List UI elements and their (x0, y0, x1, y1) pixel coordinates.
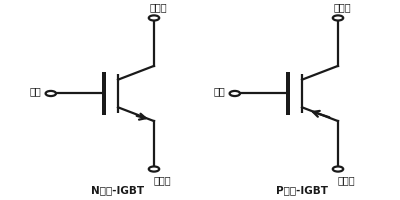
Circle shape (149, 166, 159, 172)
Text: 集电极: 集电极 (149, 2, 167, 12)
Text: N通道-IGBT: N通道-IGBT (92, 185, 144, 195)
Text: 发射极: 发射极 (337, 175, 355, 185)
Text: 集电极: 集电极 (333, 2, 351, 12)
Circle shape (333, 166, 343, 172)
Circle shape (149, 15, 159, 21)
Text: P通道-IGBT: P通道-IGBT (276, 185, 328, 195)
Text: 栅极: 栅极 (29, 87, 41, 97)
Text: 栅极: 栅极 (213, 87, 225, 97)
Circle shape (333, 15, 343, 21)
Text: 发射极: 发射极 (153, 175, 171, 185)
Circle shape (46, 91, 56, 96)
Circle shape (230, 91, 240, 96)
